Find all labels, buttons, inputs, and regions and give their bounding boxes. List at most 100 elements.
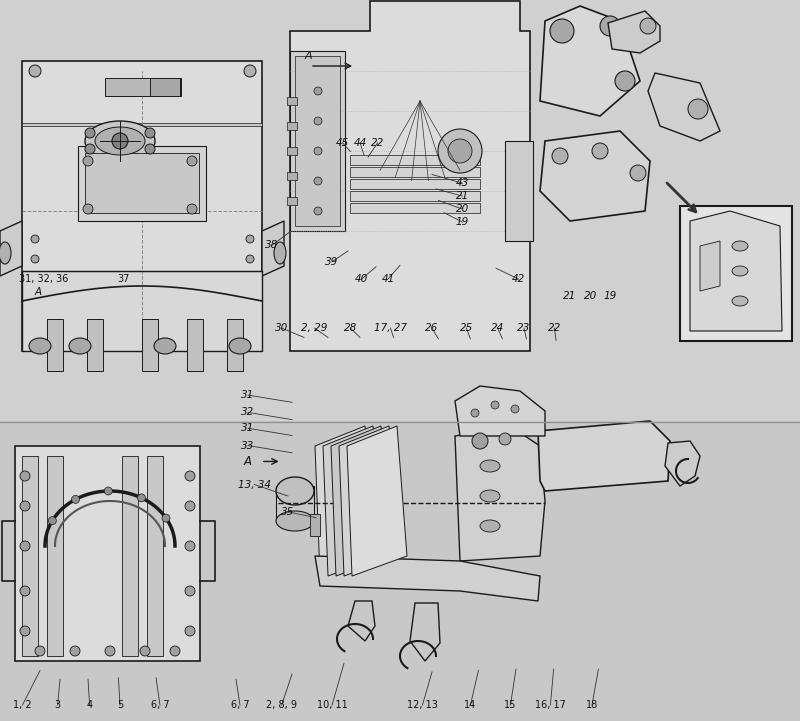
Bar <box>287 197 297 205</box>
Text: 15: 15 <box>504 700 517 710</box>
Circle shape <box>615 71 635 91</box>
Text: 22: 22 <box>371 138 384 148</box>
Ellipse shape <box>85 121 155 161</box>
Polygon shape <box>608 11 660 53</box>
Text: 16, 17: 16, 17 <box>535 700 566 710</box>
Bar <box>150 78 180 96</box>
Circle shape <box>112 133 128 149</box>
Ellipse shape <box>276 477 314 505</box>
Circle shape <box>185 501 195 511</box>
Text: 19: 19 <box>604 291 617 301</box>
Circle shape <box>85 144 95 154</box>
Bar <box>295 56 340 226</box>
Polygon shape <box>331 426 391 576</box>
Circle shape <box>145 128 155 138</box>
Circle shape <box>105 646 115 656</box>
Polygon shape <box>700 241 720 291</box>
Text: 18: 18 <box>586 700 598 710</box>
Bar <box>350 155 480 165</box>
Circle shape <box>83 156 93 166</box>
Text: 31: 31 <box>242 390 254 400</box>
Circle shape <box>71 495 79 503</box>
Ellipse shape <box>0 242 11 264</box>
Circle shape <box>104 487 112 495</box>
Circle shape <box>314 207 322 215</box>
Bar <box>22 271 262 351</box>
Circle shape <box>600 16 620 36</box>
Bar <box>47 319 63 371</box>
Circle shape <box>20 626 30 636</box>
Polygon shape <box>315 426 375 576</box>
Bar <box>505 141 533 241</box>
Bar <box>15 446 200 661</box>
Circle shape <box>314 117 322 125</box>
Bar <box>85 153 199 213</box>
Text: 28: 28 <box>344 323 357 333</box>
Text: 38: 38 <box>266 240 278 250</box>
Text: 20: 20 <box>584 291 597 301</box>
Text: 40: 40 <box>355 274 368 284</box>
Ellipse shape <box>480 520 500 532</box>
Circle shape <box>552 148 568 164</box>
Bar <box>142 319 158 371</box>
Ellipse shape <box>276 511 314 531</box>
Circle shape <box>185 586 195 596</box>
Ellipse shape <box>154 338 176 354</box>
Text: 14: 14 <box>464 700 477 710</box>
Circle shape <box>187 156 197 166</box>
Circle shape <box>83 204 93 214</box>
Ellipse shape <box>29 338 51 354</box>
Circle shape <box>471 409 479 417</box>
Bar <box>287 122 297 130</box>
Circle shape <box>185 471 195 481</box>
Circle shape <box>246 235 254 243</box>
Circle shape <box>244 65 256 77</box>
Bar <box>310 514 320 536</box>
Circle shape <box>630 165 646 181</box>
Text: 12, 13: 12, 13 <box>407 700 438 710</box>
Circle shape <box>20 501 30 511</box>
Ellipse shape <box>229 338 251 354</box>
Text: 39: 39 <box>326 257 338 267</box>
Bar <box>87 319 103 371</box>
Text: 19: 19 <box>456 217 469 227</box>
Text: 31, 32, 36: 31, 32, 36 <box>19 274 69 284</box>
Circle shape <box>472 433 488 449</box>
Bar <box>287 172 297 180</box>
Text: 35: 35 <box>282 507 294 517</box>
Text: 25: 25 <box>460 323 473 333</box>
Bar <box>22 456 38 656</box>
Text: 31: 31 <box>242 423 254 433</box>
Text: 42: 42 <box>512 274 525 284</box>
Circle shape <box>246 255 254 263</box>
Text: 17, 27: 17, 27 <box>374 323 407 333</box>
Bar <box>287 97 297 105</box>
Circle shape <box>688 99 708 119</box>
Circle shape <box>31 235 39 243</box>
Bar <box>47 456 63 656</box>
Text: 6, 7: 6, 7 <box>150 700 170 710</box>
Ellipse shape <box>480 490 500 502</box>
Text: 45: 45 <box>336 138 349 148</box>
Circle shape <box>438 129 482 173</box>
Circle shape <box>499 433 511 445</box>
Circle shape <box>314 87 322 95</box>
Text: 20: 20 <box>456 204 469 214</box>
Circle shape <box>29 65 41 77</box>
Circle shape <box>20 586 30 596</box>
Bar <box>122 456 138 656</box>
Polygon shape <box>538 421 670 491</box>
Text: 44: 44 <box>354 138 366 148</box>
Bar <box>78 146 206 221</box>
Bar <box>276 486 314 521</box>
Ellipse shape <box>732 266 748 276</box>
Text: 30: 30 <box>275 323 288 333</box>
Circle shape <box>314 147 322 155</box>
Ellipse shape <box>732 241 748 251</box>
Circle shape <box>448 139 472 163</box>
Ellipse shape <box>69 338 91 354</box>
Bar <box>147 456 163 656</box>
Polygon shape <box>540 131 650 221</box>
Bar <box>680 206 792 341</box>
Text: 23: 23 <box>518 323 530 333</box>
